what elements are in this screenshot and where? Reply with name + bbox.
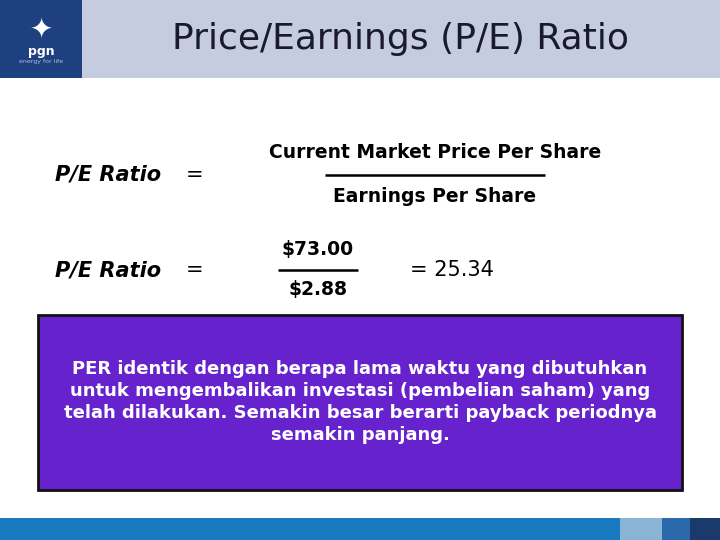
Text: Current Market Price Per Share: Current Market Price Per Share	[269, 144, 601, 163]
Text: Earnings Per Share: Earnings Per Share	[333, 187, 536, 206]
Bar	[0, 78, 720, 518]
Text: untuk mengembalikan investasi (pembelian saham) yang: untuk mengembalikan investasi (pembelian…	[70, 382, 650, 401]
Text: $73.00: $73.00	[282, 240, 354, 260]
Text: PER identik dengan berapa lama waktu yang dibutuhkan: PER identik dengan berapa lama waktu yan…	[73, 361, 647, 379]
Text: semakin panjang.: semakin panjang.	[271, 427, 449, 444]
Text: $2.88: $2.88	[289, 280, 348, 300]
Text: ✦: ✦	[30, 15, 53, 43]
Bar	[82, 0, 720, 78]
Text: energy for life: energy for life	[19, 58, 63, 64]
Text: pgn: pgn	[27, 44, 54, 57]
Text: P/E Ratio: P/E Ratio	[55, 260, 161, 280]
Text: P/E Ratio: P/E Ratio	[55, 165, 161, 185]
Bar	[662, 518, 690, 540]
Bar	[0, 0, 82, 78]
Bar	[0, 518, 620, 540]
Text: =: =	[186, 260, 204, 280]
Bar	[38, 315, 682, 490]
Text: =: =	[186, 165, 204, 185]
Text: telah dilakukan. Semakin besar berarti payback periodnya: telah dilakukan. Semakin besar berarti p…	[63, 404, 657, 422]
Text: Price/Earnings (P/E) Ratio: Price/Earnings (P/E) Ratio	[173, 22, 629, 56]
Text: = 25.34: = 25.34	[410, 260, 494, 280]
Bar	[620, 518, 662, 540]
Bar	[690, 518, 720, 540]
